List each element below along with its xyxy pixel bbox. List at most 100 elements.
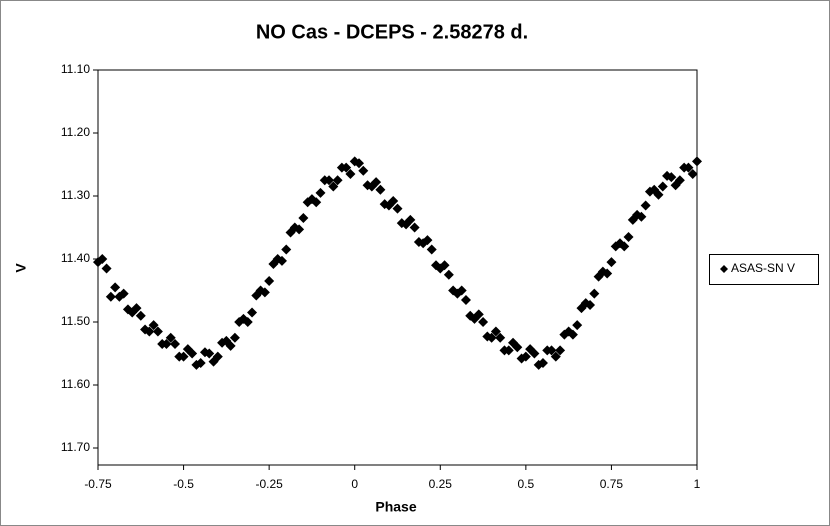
data-point (285, 227, 296, 238)
data-point (358, 165, 369, 176)
data-point (191, 359, 202, 370)
plot-area (97, 69, 698, 466)
data-point (131, 303, 142, 314)
data-point (353, 158, 364, 169)
data-point (572, 320, 583, 331)
data-point (247, 307, 258, 318)
data-point (679, 162, 690, 173)
data-point (110, 282, 121, 293)
data-point (482, 331, 493, 342)
data-point (396, 218, 407, 229)
y-tick-label: 11.50 (61, 314, 90, 328)
data-point (516, 353, 527, 364)
data-point (336, 162, 347, 173)
x-tick-label: 0.75 (600, 477, 624, 491)
data-point (490, 326, 501, 337)
data-point (657, 181, 668, 192)
data-point (264, 276, 275, 287)
y-tick-label: 11.60 (61, 377, 90, 391)
x-tick-label: 0.25 (429, 477, 453, 491)
data-point (525, 344, 536, 355)
data-point (687, 168, 698, 179)
data-point (602, 268, 613, 279)
x-tick-label: -0.75 (84, 477, 112, 491)
data-point (627, 214, 638, 225)
data-point (431, 260, 442, 271)
data-point (533, 359, 544, 370)
data-point (508, 337, 519, 348)
y-tick-label: 11.10 (61, 62, 90, 76)
data-point (499, 345, 510, 356)
data-point (182, 344, 193, 355)
data-point (135, 310, 146, 321)
data-point (101, 263, 112, 274)
data-point (448, 285, 459, 296)
data-point (225, 340, 236, 351)
data-point (644, 186, 655, 197)
data-point (332, 175, 343, 186)
data-point (653, 189, 664, 200)
data-point (319, 175, 330, 186)
x-tick-label: 1 (694, 477, 701, 491)
y-tick-label: 11.70 (61, 440, 90, 454)
data-point (242, 316, 253, 327)
data-point (97, 253, 108, 264)
data-point (140, 324, 151, 335)
data-point (619, 241, 630, 252)
data-point (589, 288, 600, 299)
data-point (422, 235, 433, 246)
data-point (576, 303, 587, 314)
data-point (542, 345, 553, 356)
data-point (170, 339, 181, 350)
data-point (362, 180, 373, 191)
data-point (298, 213, 309, 224)
x-tick-label: -0.5 (173, 477, 194, 491)
data-point (379, 199, 390, 210)
data-point (478, 316, 489, 327)
data-point (585, 299, 596, 310)
data-point (371, 177, 382, 188)
data-point (251, 290, 262, 301)
data-point (610, 241, 621, 252)
data-point (636, 211, 647, 222)
legend-marker (720, 265, 728, 273)
data-point (345, 168, 356, 179)
legend-label: ASAS-SN V (731, 261, 795, 275)
data-point (593, 271, 604, 282)
data-point (234, 316, 245, 327)
x-tick-label: -0.25 (255, 477, 283, 491)
data-point (199, 347, 210, 358)
data-point (157, 339, 168, 350)
data-point (623, 231, 634, 242)
data-point (409, 222, 420, 233)
x-tick-label: 0.5 (518, 477, 535, 491)
data-point (662, 170, 673, 181)
data-point (456, 285, 467, 296)
data-point (465, 310, 476, 321)
data-point (606, 257, 617, 268)
data-point (114, 291, 125, 302)
data-point (276, 255, 287, 266)
data-point (443, 269, 454, 280)
legend (709, 254, 819, 285)
data-point (208, 356, 219, 367)
data-point (495, 332, 506, 343)
x-tick-label: 0 (351, 477, 358, 491)
data-point (259, 287, 270, 298)
data-point (559, 329, 570, 340)
data-point (460, 294, 471, 305)
data-point (217, 337, 228, 348)
y-tick-label: 11.40 (61, 251, 90, 265)
data-point (392, 203, 403, 214)
x-axis-label: Phase (375, 499, 416, 515)
data-point (640, 200, 651, 211)
data-point (229, 332, 240, 343)
data-point (268, 259, 279, 270)
data-point (413, 236, 424, 247)
data-point (311, 197, 322, 208)
data-point (152, 326, 163, 337)
chart-title: NO Cas - DCEPS - 2.58278 d. (256, 21, 528, 43)
data-point (692, 156, 702, 167)
